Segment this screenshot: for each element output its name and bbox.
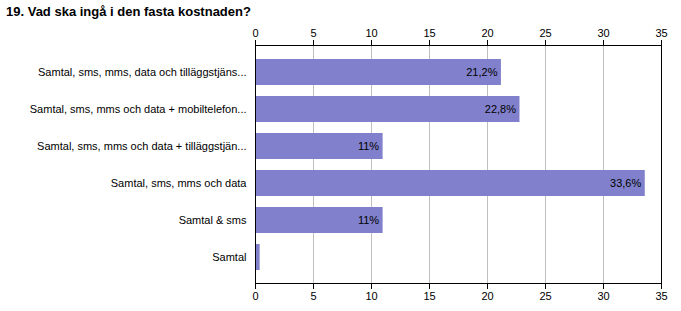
svg-text:Samtal: Samtal — [212, 251, 246, 263]
svg-text:0: 0 — [252, 290, 258, 302]
svg-text:Samtal, sms, mms och data + ti: Samtal, sms, mms och data + tilläggstjän… — [37, 140, 246, 152]
svg-text:20: 20 — [481, 27, 493, 39]
svg-text:25: 25 — [539, 27, 551, 39]
svg-text:10: 10 — [365, 27, 377, 39]
svg-text:15: 15 — [423, 290, 435, 302]
svg-text:Samtal, sms, mms och data: Samtal, sms, mms och data — [111, 177, 248, 189]
html-text:19. Vad ska ingå i den fasta k: 19. Vad ska ingå i den fasta kostnaden? — [6, 4, 251, 19]
svg-text:30: 30 — [597, 27, 609, 39]
svg-text:Samtal & sms: Samtal & sms — [179, 214, 247, 226]
svg-text:Samtal, sms, mms och data + mo: Samtal, sms, mms och data + mobiltelefon… — [30, 103, 247, 115]
svg-text:0: 0 — [252, 27, 258, 39]
svg-text:21,2%: 21,2% — [466, 66, 497, 78]
svg-text:11%: 11% — [358, 140, 379, 152]
svg-text:35: 35 — [655, 27, 667, 39]
svg-text:22,8%: 22,8% — [485, 103, 516, 115]
svg-text:30: 30 — [597, 290, 609, 302]
svg-text:15: 15 — [423, 27, 435, 39]
svg-text:20: 20 — [481, 290, 493, 302]
svg-text:5: 5 — [310, 290, 316, 302]
svg-text:11%: 11% — [358, 214, 379, 226]
svg-text:33,6%: 33,6% — [610, 177, 641, 189]
svg-text:10: 10 — [365, 290, 377, 302]
svg-text:25: 25 — [539, 290, 551, 302]
svg-text:5: 5 — [310, 27, 316, 39]
svg-text:Samtal, sms, mms, data och til: Samtal, sms, mms, data och tilläggstjäns… — [38, 66, 246, 78]
svg-text:35: 35 — [655, 290, 667, 302]
